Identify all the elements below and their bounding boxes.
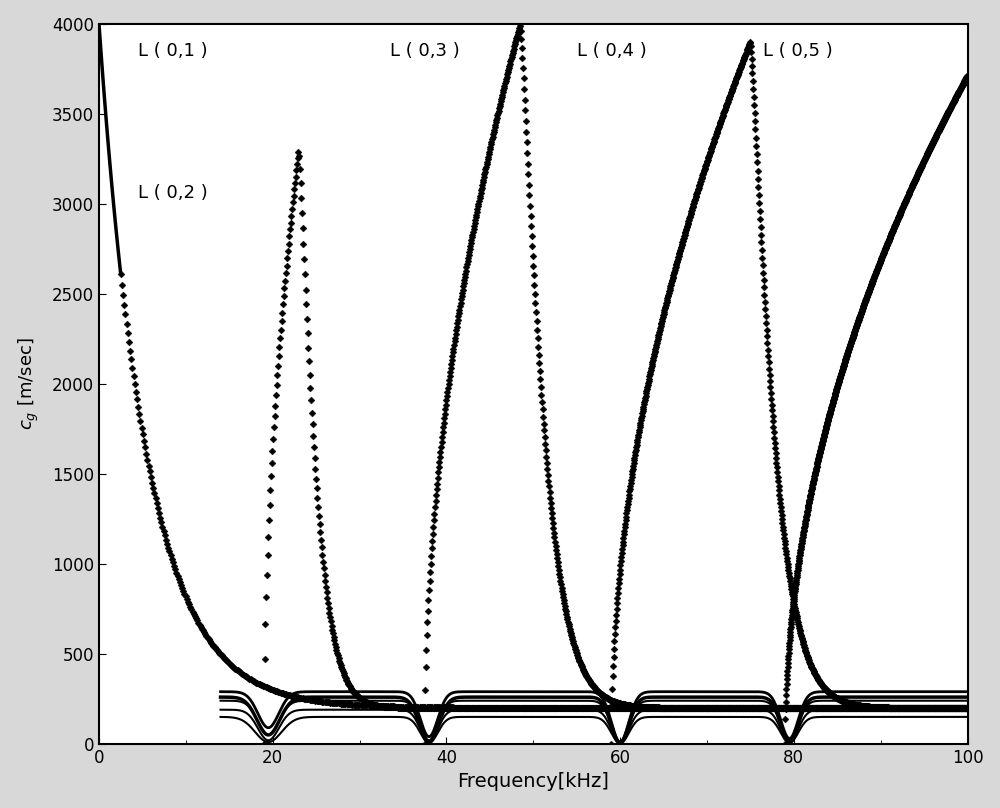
Text: L ( 0,1 ): L ( 0,1 ): [138, 42, 208, 60]
Text: L ( 0,3 ): L ( 0,3 ): [390, 42, 460, 60]
Text: L ( 0,2 ): L ( 0,2 ): [138, 184, 208, 202]
Text: L ( 0,4 ): L ( 0,4 ): [577, 42, 646, 60]
Text: L ( 0,5 ): L ( 0,5 ): [763, 42, 833, 60]
Y-axis label: $c_g$ [m/sec]: $c_g$ [m/sec]: [17, 338, 41, 430]
X-axis label: Frequency[kHz]: Frequency[kHz]: [457, 772, 609, 791]
